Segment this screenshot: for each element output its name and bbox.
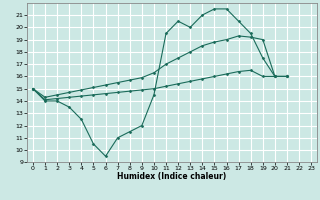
X-axis label: Humidex (Indice chaleur): Humidex (Indice chaleur) — [117, 172, 227, 181]
